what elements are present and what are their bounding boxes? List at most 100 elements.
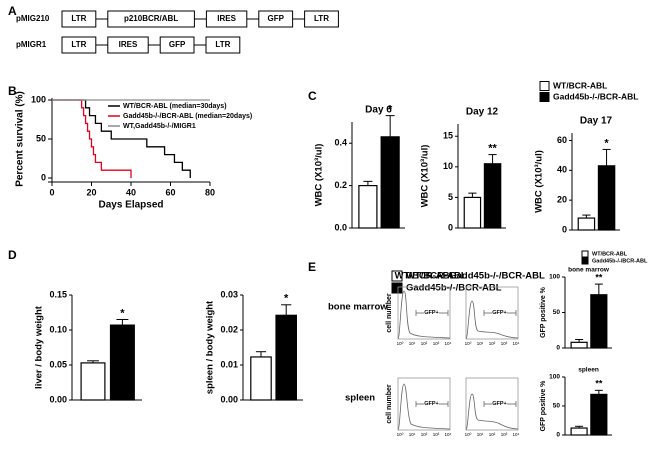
element-label: LTR — [71, 14, 86, 23]
flow-x-tick-label: 10⁴ — [513, 432, 520, 437]
flow-panel: GFP+ 10⁰ 10¹ 10² 10³ 10⁴ — [397, 377, 452, 437]
flow-x-tick-label: 10³ — [501, 341, 508, 346]
flow-curve — [397, 383, 451, 431]
y-tick-label: 5 — [448, 192, 453, 202]
flow-frame — [397, 286, 451, 340]
y-tick-label: 50 — [36, 133, 46, 143]
y-tick-label: 100 — [549, 374, 560, 381]
y-tick-label: 0.0 — [334, 222, 347, 232]
construct-element — [61, 10, 97, 28]
flow-x-tick-label: 10² — [421, 432, 428, 437]
bar — [570, 341, 588, 349]
column-header: WT/BCR-ABL — [395, 271, 456, 282]
survival-line — [52, 99, 132, 178]
flow-frame — [465, 286, 519, 340]
panel-label: B — [8, 84, 17, 98]
gate-label-bg — [492, 308, 507, 316]
flow-x-tick-label: 10³ — [433, 432, 440, 437]
legend-label: Gadd45b-/-/BCR-ABL — [406, 283, 502, 294]
y-tick-label: 100 — [31, 94, 46, 104]
y-tick-label: 40 — [557, 165, 567, 175]
bar — [590, 393, 608, 436]
flow-x-tick-label: 10² — [489, 341, 496, 346]
y-axis-label: GFP positive % — [540, 286, 547, 338]
bar — [109, 324, 135, 401]
element-label: IRES — [119, 40, 138, 49]
flow-x-tick-label: 10⁰ — [465, 341, 472, 346]
construct-element — [159, 36, 195, 54]
y-tick-label: 15 — [443, 131, 453, 141]
element-label: LTR — [71, 40, 86, 49]
bar — [80, 362, 106, 401]
flow-y-label: cell number — [386, 384, 393, 424]
y-tick-label: 50 — [553, 403, 561, 410]
y-tick-label: 0.02 — [220, 324, 238, 334]
x-tick-label: 20 — [86, 187, 96, 197]
legend-label: Gadd45b-/-/BCR-ABL — [553, 91, 638, 101]
bar — [250, 356, 272, 401]
legend-label: WT,Gadd45b-/-/MIGR1 — [123, 123, 196, 130]
flow-x-tick-label: 10⁴ — [513, 341, 520, 346]
construct-element — [107, 10, 195, 28]
y-tick-label: 0.4 — [334, 138, 347, 148]
bar — [483, 163, 502, 229]
legend-swatch — [391, 270, 403, 282]
y-axis-label: liver / body weight — [34, 305, 45, 389]
bar — [358, 185, 378, 229]
panel-label: D — [8, 248, 17, 262]
legend-swatch — [391, 282, 403, 294]
element-label: LTR — [215, 40, 230, 49]
flow-panel: GFP+ 10⁰ 10¹ 10² 10³ 10⁴ — [465, 377, 520, 437]
bar — [590, 294, 608, 349]
panel-label: E — [308, 260, 316, 274]
legend-label: WT/BCR-ABL — [553, 80, 607, 90]
construct-element — [107, 36, 149, 54]
y-tick-label: 0.03 — [220, 289, 238, 299]
flow-frame — [465, 377, 519, 431]
legend-label: Gadd45b-/-/BCR-ABL — [592, 258, 648, 264]
significance: ** — [488, 142, 497, 154]
y-axis-label: WBC (X10³/ul) — [420, 145, 431, 208]
bar — [275, 314, 297, 401]
y-axis-label: GFP positive % — [540, 380, 547, 432]
y-tick-label: 10 — [443, 161, 453, 171]
flow-x-tick-label: 10³ — [501, 432, 508, 437]
legend-label: WT/BCR-ABL — [406, 271, 467, 282]
flow-x-tick-label: 10⁴ — [445, 341, 452, 346]
x-tick-label: 0 — [49, 187, 54, 197]
chart-title: spleen — [578, 367, 599, 374]
y-axis-label: WBC (X10³/ul) — [314, 144, 325, 207]
y-tick-label: 0 — [556, 432, 560, 439]
bar — [570, 427, 588, 436]
flow-x-tick-label: 10⁰ — [397, 341, 404, 346]
y-tick-label: 0.10 — [49, 324, 67, 334]
significance: * — [284, 293, 289, 305]
flow-x-tick-label: 10² — [489, 432, 496, 437]
y-tick-label: 0.05 — [49, 359, 67, 369]
flow-x-tick-label: 10¹ — [477, 341, 484, 346]
gate-label-bg — [424, 399, 439, 407]
panel-label: A — [8, 4, 17, 18]
y-axis-label: Percent survival (%) — [15, 91, 26, 187]
flow-panel: GFP+ 10⁰ 10¹ 10² 10³ 10⁴ — [397, 286, 452, 346]
element-label: p210BCR/ABL — [124, 14, 178, 23]
construct-element — [205, 10, 248, 28]
y-tick-label: 0.01 — [220, 359, 238, 369]
significance: * — [388, 104, 393, 116]
y-tick-label: 0 — [448, 222, 453, 232]
flow-x-tick-label: 10⁴ — [445, 432, 452, 437]
chart-title: bone marrow — [568, 267, 610, 274]
flow-curve — [465, 393, 519, 431]
flow-x-tick-label: 10⁰ — [397, 432, 404, 437]
gate-label: GFP+ — [492, 401, 507, 407]
construct-name: pMIG210 — [16, 14, 50, 23]
flow-y-label: cell number — [386, 293, 393, 333]
y-tick-label: 0.2 — [334, 180, 347, 190]
y-tick-label: 0 — [41, 172, 46, 182]
bar — [380, 136, 400, 229]
gate-label-bg — [424, 308, 439, 316]
legend-swatch — [581, 257, 589, 265]
significance: * — [120, 307, 125, 319]
gate-label: GFP+ — [424, 401, 439, 407]
